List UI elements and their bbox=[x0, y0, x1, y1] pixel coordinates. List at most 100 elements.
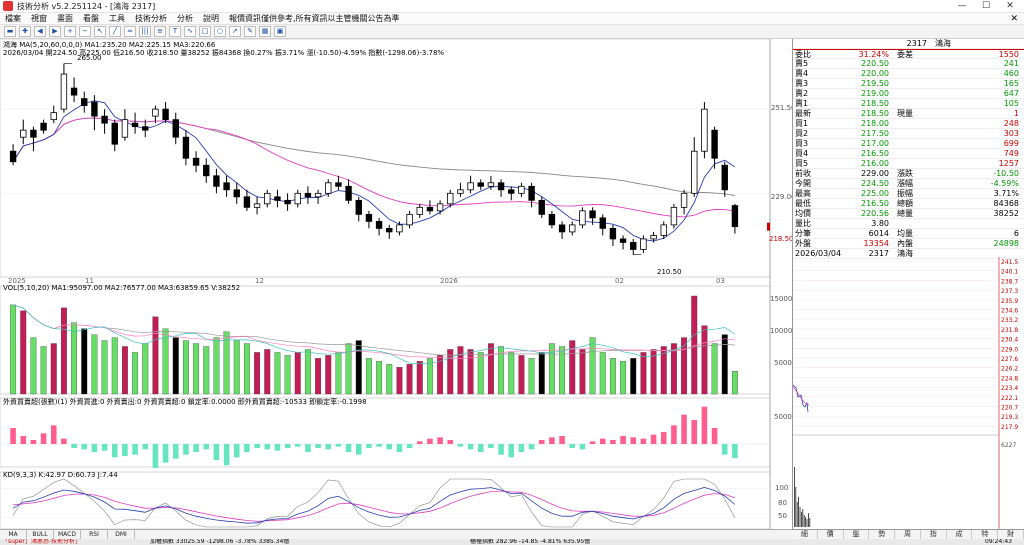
candle-body bbox=[264, 192, 271, 205]
quote-value2: 24898 bbox=[993, 239, 1019, 248]
cycle-icon[interactable]: ∿ bbox=[184, 26, 196, 37]
save-icon[interactable]: ▣ bbox=[274, 26, 286, 37]
foreign-bar bbox=[366, 444, 372, 448]
quote-row: 前收 229.00 漲跌 -10.50 bbox=[793, 169, 1024, 179]
mini-axis-label: 230.4 bbox=[1001, 337, 1018, 344]
candle-body bbox=[416, 206, 423, 215]
text-icon[interactable]: T bbox=[169, 26, 181, 37]
foreign-bar bbox=[325, 444, 332, 450]
quote-row: 分筆 6014 均量 6 bbox=[793, 229, 1024, 239]
foreign-bar bbox=[284, 444, 291, 448]
candle-body bbox=[284, 199, 291, 205]
right-tab[interactable]: 周 bbox=[895, 530, 921, 539]
right-tab[interactable]: 成 bbox=[947, 530, 973, 539]
title-bar: 技術分析 v5.2.251124 - [鴻海 2317] — ☐ ✕ bbox=[0, 0, 1024, 13]
add-icon[interactable]: ✚ bbox=[19, 26, 31, 37]
right-tab[interactable]: 勢 bbox=[869, 530, 896, 539]
date-label-2025: 2025 bbox=[8, 277, 26, 285]
zoom-in-icon[interactable]: + bbox=[64, 26, 76, 37]
grid-icon[interactable]: ▦ bbox=[259, 26, 271, 37]
chart-area[interactable]: 鴻海 MA(5,20,60,0,0,0) MA1:235.20 MA2:225.… bbox=[0, 39, 797, 529]
candle-body bbox=[182, 136, 190, 159]
right-tab[interactable]: 細 bbox=[792, 530, 818, 539]
volume-bar bbox=[406, 364, 413, 395]
maximize-icon[interactable]: ☐ bbox=[981, 1, 991, 11]
indicator-tab-ma[interactable]: MA bbox=[0, 530, 27, 539]
candle-body bbox=[30, 129, 37, 138]
volume-bar bbox=[172, 337, 179, 395]
volume-bar bbox=[233, 340, 240, 395]
quote-label2: 振幅 bbox=[897, 189, 913, 198]
quote-value2: 241 bbox=[1003, 59, 1019, 68]
zoom-out-icon[interactable]: − bbox=[79, 26, 91, 37]
volume-bar bbox=[152, 316, 159, 395]
menu-bar: 檔案 視窗 畫面 看盤 工具 技術分析 分析 說明 報價資訊僅供參考,所有資訊以… bbox=[0, 13, 1024, 25]
horizontal-line-icon[interactable]: ═ bbox=[124, 26, 136, 37]
quote-value2: 1 bbox=[1013, 109, 1019, 118]
mini-chart-svg[interactable]: 241.5 240.1 238.7 237.3 235.9 234.6 233.2 231.8… bbox=[792, 257, 1024, 529]
right-tab[interactable]: 特 bbox=[972, 530, 999, 539]
circle-icon[interactable]: ○ bbox=[214, 26, 226, 37]
volume-bar bbox=[284, 355, 291, 395]
menu-item-tools[interactable]: 工具 bbox=[109, 14, 125, 23]
indicator-tab-rsi[interactable]: RSI bbox=[81, 530, 108, 539]
candle-body bbox=[721, 164, 728, 191]
menu-item-help[interactable]: 說明 bbox=[203, 14, 219, 23]
menu-item-view[interactable]: 畫面 bbox=[57, 14, 73, 23]
right-tab[interactable]: 盤 bbox=[844, 530, 870, 539]
price-chart-svg[interactable] bbox=[0, 39, 792, 529]
volume-bar bbox=[426, 358, 433, 395]
arrow-icon[interactable]: ➚ bbox=[229, 26, 241, 37]
eraser-icon[interactable]: ✎ bbox=[244, 26, 256, 37]
ma20-line bbox=[12, 117, 735, 218]
quote-row: 買5 216.00 1257 bbox=[793, 159, 1024, 169]
menu-item-file[interactable]: 檔案 bbox=[5, 14, 21, 23]
rect-icon[interactable]: □ bbox=[199, 26, 211, 37]
fib-icon[interactable]: ≡ bbox=[154, 26, 166, 37]
mini-chart[interactable]: 241.5 240.1 238.7 237.3 235.9 234.6 233.2 231.8… bbox=[792, 257, 1024, 529]
candle-body bbox=[619, 238, 627, 243]
quote-row: 均價 220.56 總量 38252 bbox=[793, 209, 1024, 219]
candle-body bbox=[223, 182, 230, 191]
quote-value2: 749 bbox=[1003, 149, 1019, 158]
menu-item-watch[interactable]: 看盤 bbox=[83, 14, 99, 23]
volume-bar bbox=[71, 322, 78, 395]
quote-name: 鴻海 bbox=[935, 39, 951, 48]
indicator-tab-macd[interactable]: MACD bbox=[54, 530, 81, 539]
candle-body bbox=[81, 98, 88, 107]
indicator-tab-dmi[interactable]: DMI bbox=[108, 530, 135, 539]
back-icon[interactable]: ◀ bbox=[34, 26, 46, 37]
quote-value: 216.00 bbox=[861, 159, 889, 168]
right-tab[interactable]: 價 bbox=[818, 530, 844, 539]
close-icon[interactable]: ✕ bbox=[1006, 1, 1014, 11]
status-bar: 「super」鴻蔥恐-技術分析」 加權指數 33025.59 -1298.06 … bbox=[0, 539, 1024, 545]
cursor-icon[interactable]: ↖ bbox=[94, 26, 106, 37]
kd-k-line bbox=[12, 486, 736, 524]
mini-axis-label: 238.7 bbox=[1001, 278, 1018, 285]
right-tab[interactable]: 財 bbox=[998, 530, 1024, 539]
quote-value: 217.50 bbox=[861, 129, 889, 138]
volume-bar bbox=[335, 352, 342, 395]
menu-item-analysis[interactable]: 分析 bbox=[177, 14, 193, 23]
mini-volume-bar bbox=[796, 502, 798, 527]
quote-value: 220.50 bbox=[861, 59, 889, 68]
new-icon[interactable]: ▬ bbox=[4, 26, 16, 37]
candle-body bbox=[131, 122, 139, 128]
line-icon[interactable]: ╱ bbox=[109, 26, 121, 37]
menu-item-window[interactable]: 視窗 bbox=[31, 14, 47, 23]
quote-value: 31.24% bbox=[858, 50, 889, 59]
foreign-bar bbox=[538, 440, 545, 444]
volume-bar bbox=[518, 355, 525, 395]
mini-axis-label: 222.1 bbox=[1001, 395, 1018, 402]
minimize-icon[interactable]: — bbox=[957, 1, 967, 11]
indicator-tab-bull[interactable]: BULL bbox=[27, 530, 54, 539]
mini-price-line bbox=[792, 384, 809, 413]
foreign-bar bbox=[355, 444, 362, 455]
menu-item-tech[interactable]: 技術分析 bbox=[135, 14, 167, 23]
parallel-icon[interactable]: ||| bbox=[139, 26, 151, 37]
foreign-bar bbox=[111, 444, 118, 458]
right-tab[interactable]: 指 bbox=[921, 530, 947, 539]
volume-bar bbox=[10, 304, 17, 395]
forward-icon[interactable]: ▶ bbox=[49, 26, 61, 37]
close-doc-icon[interactable]: ✕ bbox=[1010, 13, 1018, 24]
